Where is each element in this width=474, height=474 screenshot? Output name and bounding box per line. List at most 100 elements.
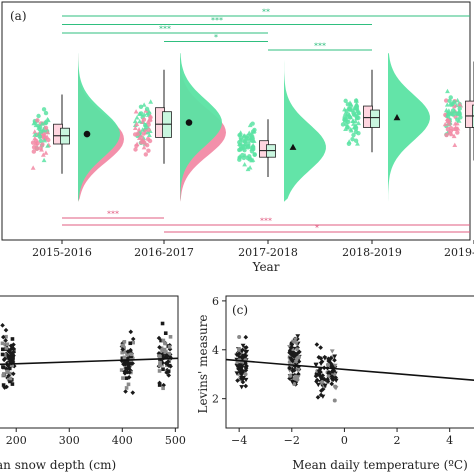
y-tick-label: 2 [212, 393, 219, 406]
data-point [239, 385, 245, 390]
data-point [4, 334, 8, 339]
data-point [131, 340, 135, 345]
data-point [3, 327, 9, 333]
data-point [8, 353, 14, 359]
data-point [320, 373, 326, 378]
raw-point [46, 137, 51, 143]
data-point [290, 358, 295, 364]
data-point [2, 372, 6, 377]
raw-point [247, 122, 253, 128]
raw-point [443, 98, 449, 103]
raw-point [454, 120, 460, 126]
raw-point [452, 142, 458, 148]
raw-point [40, 152, 46, 157]
data-point [1, 383, 6, 387]
x-tick-label: −4 [231, 434, 247, 447]
data-point [296, 371, 301, 377]
raw-point [42, 119, 48, 124]
scatter-points [0, 321, 173, 395]
data-point [4, 384, 9, 390]
x-axis-ticks: −4 −2 0 2 4 [231, 428, 453, 447]
raw-point [134, 143, 139, 148]
raw-point [442, 121, 448, 127]
significance-bottom: ******* [62, 210, 470, 233]
raw-point [454, 111, 459, 116]
data-point [2, 352, 7, 357]
x-axis-ticks: 200 300 400 500 [6, 428, 186, 447]
data-point [235, 378, 240, 383]
data-point [124, 376, 129, 380]
raw-point [450, 108, 456, 113]
data-point [322, 383, 328, 388]
raw-point [342, 106, 347, 112]
data-point [2, 365, 6, 370]
raw-point [246, 144, 251, 149]
raw-point [42, 137, 48, 143]
data-point [7, 349, 12, 354]
raw-point [345, 114, 350, 119]
raw-point [350, 137, 355, 142]
raw-point [134, 115, 140, 120]
trend-line [225, 358, 474, 381]
raw-point [38, 138, 44, 144]
data-point [240, 347, 245, 353]
data-point [126, 364, 132, 370]
data-point [128, 329, 134, 335]
data-point [160, 362, 164, 367]
raw-point [447, 98, 452, 104]
raw-point [132, 125, 138, 131]
raw-point [445, 127, 451, 132]
data-point [234, 371, 240, 376]
raw-point [35, 118, 40, 123]
raw-point [41, 107, 47, 112]
data-point [119, 368, 124, 372]
raw-point [347, 100, 353, 105]
data-point [288, 373, 293, 378]
data-point [129, 352, 134, 357]
data-point [320, 380, 325, 385]
raw-point [444, 132, 449, 138]
raw-point [355, 108, 360, 114]
raw-point [133, 109, 139, 114]
panel-b: 200 300 400 500 an snow depth (cm) [0, 295, 186, 472]
raw-point [138, 111, 143, 116]
raw-point [237, 141, 242, 146]
raw-point [348, 104, 353, 109]
data-point [120, 347, 126, 352]
raw-point [43, 110, 49, 116]
group-2018-2019 [340, 53, 430, 202]
data-point [160, 321, 165, 326]
x-axis-label: an snow depth (cm) [0, 458, 116, 472]
data-point [126, 375, 132, 380]
data-point [157, 345, 162, 350]
data-point [237, 334, 242, 339]
data-point [243, 372, 248, 377]
data-point [287, 376, 292, 381]
data-point [11, 371, 16, 377]
panel-c-label: (c) [232, 303, 248, 317]
raw-point [451, 126, 457, 131]
raw-point [240, 138, 245, 143]
data-point [330, 377, 336, 383]
raw-point [36, 113, 41, 119]
x-axis-ticks: 2015-2016 2016-2017 2017-2018 2018-2019 2019… [32, 240, 474, 259]
data-point [289, 379, 295, 385]
data-point [163, 331, 168, 335]
data-point [291, 368, 297, 373]
significance-label: * [214, 33, 218, 42]
data-point [315, 382, 321, 388]
raw-point [147, 138, 153, 144]
data-point [168, 355, 173, 360]
data-point [159, 346, 164, 351]
raw-point [445, 111, 451, 116]
data-point [313, 373, 319, 379]
raw-point [342, 111, 348, 116]
data-point [5, 369, 9, 374]
raw-point [147, 113, 153, 119]
data-point [329, 349, 335, 354]
data-point [289, 375, 295, 380]
raw-point [30, 165, 36, 170]
data-point [4, 346, 8, 350]
data-point [163, 350, 168, 355]
